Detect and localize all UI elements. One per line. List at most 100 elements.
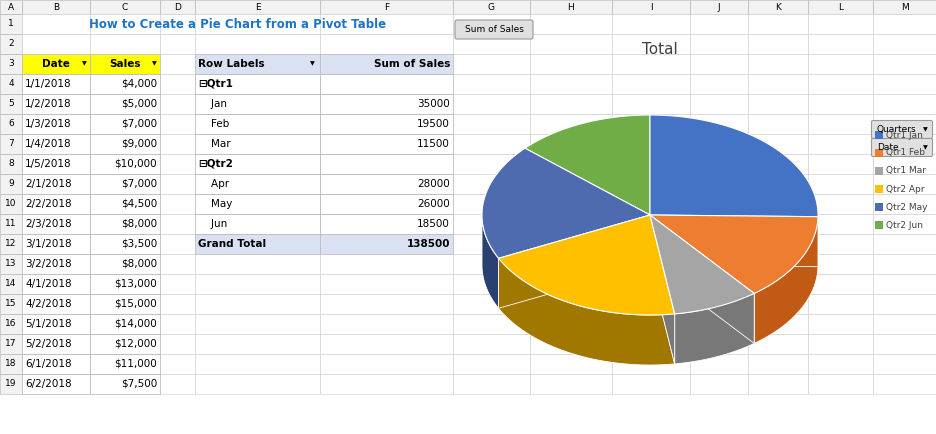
Bar xyxy=(90,134,160,154)
Bar xyxy=(747,174,807,194)
Bar xyxy=(195,334,320,354)
Bar xyxy=(22,174,90,194)
Text: D: D xyxy=(174,3,181,11)
Bar xyxy=(747,74,807,94)
Bar xyxy=(22,54,90,74)
Bar xyxy=(452,234,530,254)
Bar xyxy=(22,74,90,94)
Bar xyxy=(90,94,160,114)
Bar xyxy=(530,114,611,134)
Text: Qtr1 Mar: Qtr1 Mar xyxy=(885,167,925,175)
Bar xyxy=(872,174,936,194)
Bar xyxy=(22,194,90,214)
Text: ▼: ▼ xyxy=(310,62,314,66)
Bar xyxy=(320,334,452,354)
Text: 16: 16 xyxy=(6,319,17,329)
Bar xyxy=(747,234,807,254)
Bar xyxy=(195,154,320,174)
Bar xyxy=(160,174,195,194)
Bar xyxy=(90,114,160,134)
Bar xyxy=(90,174,160,194)
Bar xyxy=(807,114,872,134)
Bar xyxy=(807,354,872,374)
Bar xyxy=(0,294,22,314)
Bar xyxy=(22,214,90,234)
Bar xyxy=(195,214,320,234)
Bar xyxy=(22,354,90,374)
Bar xyxy=(90,354,160,374)
Bar xyxy=(807,194,872,214)
Bar xyxy=(195,234,320,254)
Bar xyxy=(530,134,611,154)
Bar xyxy=(160,294,195,314)
Bar xyxy=(320,134,452,154)
Text: ▼: ▼ xyxy=(922,145,927,150)
Bar xyxy=(0,54,22,74)
Bar xyxy=(452,54,530,74)
Bar xyxy=(689,54,747,74)
Bar xyxy=(320,134,452,154)
Bar xyxy=(320,174,452,194)
Bar xyxy=(611,374,689,394)
Bar xyxy=(320,114,452,134)
Text: $15,000: $15,000 xyxy=(114,299,157,309)
Bar xyxy=(22,294,90,314)
Bar xyxy=(747,154,807,174)
Bar xyxy=(530,54,611,74)
Bar xyxy=(90,54,160,74)
Bar xyxy=(90,174,160,194)
Bar xyxy=(611,274,689,294)
Bar xyxy=(872,34,936,54)
Text: 10: 10 xyxy=(6,200,17,208)
Bar xyxy=(90,54,160,74)
Polygon shape xyxy=(674,293,753,364)
Bar xyxy=(530,334,611,354)
Bar xyxy=(452,374,530,394)
Bar xyxy=(611,254,689,274)
Bar xyxy=(90,94,160,114)
Text: G: G xyxy=(488,3,494,11)
Text: Qtr2 Apr: Qtr2 Apr xyxy=(885,184,924,194)
Bar xyxy=(195,34,320,54)
Bar xyxy=(747,314,807,334)
Bar xyxy=(90,74,160,94)
Bar xyxy=(747,374,807,394)
Bar xyxy=(807,174,872,194)
Bar xyxy=(22,94,90,114)
Bar xyxy=(530,374,611,394)
Text: Qtr2 Jun: Qtr2 Jun xyxy=(885,220,922,230)
Bar xyxy=(611,294,689,314)
Bar xyxy=(611,14,689,34)
Bar xyxy=(0,174,22,194)
Bar xyxy=(195,174,320,194)
Bar xyxy=(22,254,90,274)
Bar xyxy=(22,14,452,34)
Bar xyxy=(195,154,320,174)
Text: ⊟Qtr1: ⊟Qtr1 xyxy=(197,79,233,89)
Bar xyxy=(689,194,747,214)
Bar xyxy=(195,154,320,174)
Bar xyxy=(689,214,747,234)
Polygon shape xyxy=(650,215,674,364)
Text: $4,500: $4,500 xyxy=(121,199,157,209)
Bar xyxy=(452,174,530,194)
Bar xyxy=(0,174,22,194)
Bar xyxy=(872,254,936,274)
Bar xyxy=(689,114,747,134)
Bar xyxy=(320,114,452,134)
Bar xyxy=(22,114,90,134)
Bar xyxy=(0,0,22,14)
Text: $11,000: $11,000 xyxy=(114,359,157,369)
Bar xyxy=(807,214,872,234)
Bar xyxy=(22,234,90,254)
Bar xyxy=(320,34,452,54)
Bar xyxy=(872,194,936,214)
Bar xyxy=(611,134,689,154)
Bar xyxy=(611,174,689,194)
Bar xyxy=(22,354,90,374)
Bar xyxy=(530,14,611,34)
Bar xyxy=(747,34,807,54)
Bar xyxy=(452,34,530,54)
Bar xyxy=(452,194,530,214)
Bar xyxy=(22,294,90,314)
